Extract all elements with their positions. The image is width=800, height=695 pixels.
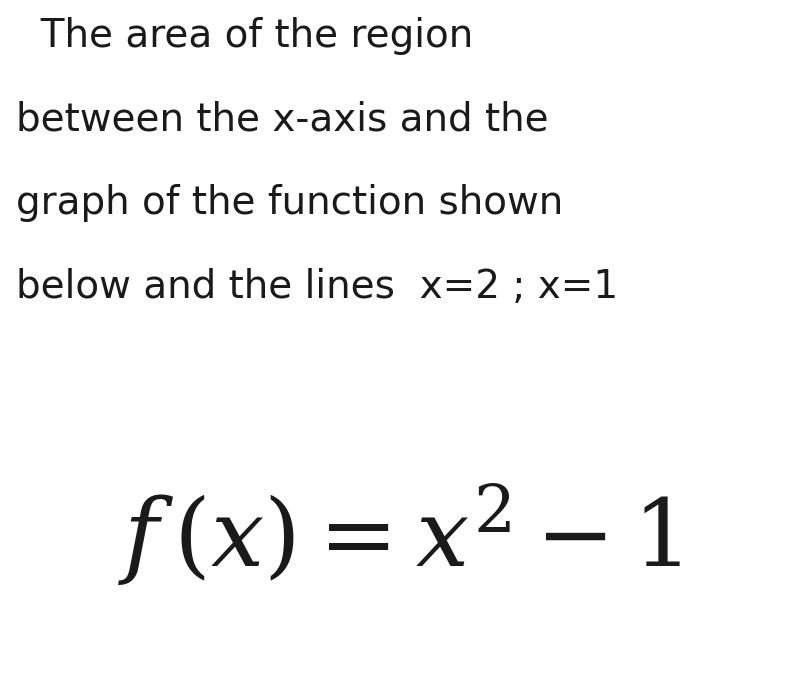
Text: between the x-axis and the: between the x-axis and the <box>16 101 549 139</box>
Text: graph of the function shown: graph of the function shown <box>16 184 563 222</box>
Text: below and the lines  x=2 ; x=1: below and the lines x=2 ; x=1 <box>16 268 618 306</box>
Text: The area of the region: The area of the region <box>16 17 474 56</box>
Text: $f\,(x) = x^2 - 1$: $f\,(x) = x^2 - 1$ <box>118 482 682 588</box>
